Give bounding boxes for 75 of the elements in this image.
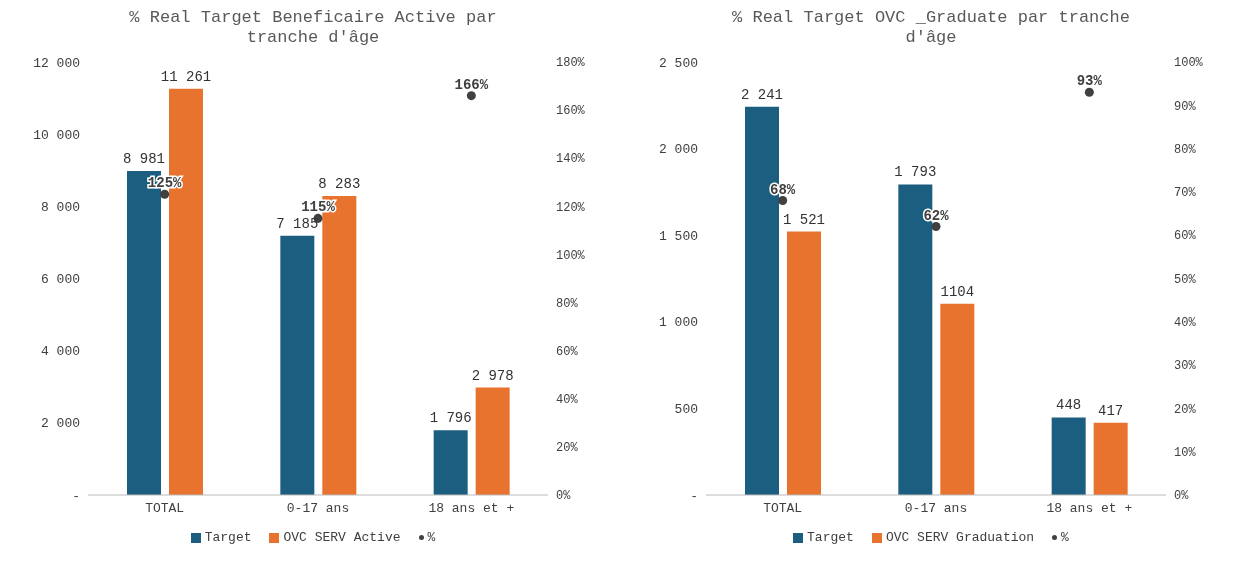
y2-tick-label: 30% xyxy=(1174,359,1197,374)
y2-tick-label: 0% xyxy=(556,489,572,504)
legend-label: % xyxy=(1061,530,1069,545)
data-label: 125% xyxy=(147,175,183,192)
y-tick-label: 8 000 xyxy=(40,199,80,215)
legend-label: OVC SERV Graduation xyxy=(885,530,1035,545)
data-label: 1 793 xyxy=(894,164,937,181)
y2-tick-label: 80% xyxy=(1174,142,1197,157)
data-label: 8 981 xyxy=(122,150,166,167)
y2-tick-label: 50% xyxy=(1174,272,1197,287)
data-label: 166% xyxy=(454,76,489,93)
x-tick-label: TOTAL xyxy=(145,501,185,517)
y2-tick-label: 60% xyxy=(556,344,579,359)
data-label: 1 521 xyxy=(782,211,826,228)
y-tick-label: - xyxy=(72,488,80,504)
bar xyxy=(787,231,821,495)
data-label: 448 xyxy=(1056,397,1082,414)
point xyxy=(1084,87,1094,97)
x-tick-label: 18 ans et + xyxy=(1046,501,1133,517)
bar xyxy=(1051,417,1086,495)
y-tick-label: 2 000 xyxy=(40,416,80,432)
data-label: 7 185 xyxy=(276,215,319,232)
y2-tick-label: 140% xyxy=(556,152,586,167)
y-tick-label: - xyxy=(690,488,698,504)
data-label: 11 261 xyxy=(160,68,212,85)
bar xyxy=(475,387,510,495)
y-tick-label: 2 000 xyxy=(658,142,698,158)
legend-label: Target xyxy=(807,530,854,545)
y2-tick-label: 160% xyxy=(556,104,586,119)
y2-tick-label: 70% xyxy=(1174,186,1197,201)
data-label: 93% xyxy=(1076,73,1103,90)
point xyxy=(466,91,476,101)
y2-tick-label: 100% xyxy=(1174,56,1204,71)
data-label: 8 283 xyxy=(318,176,361,193)
y-tick-label: 1 500 xyxy=(658,228,698,244)
legend-label: % xyxy=(427,530,436,545)
y2-tick-label: 180% xyxy=(556,56,586,71)
y-tick-label: 1 000 xyxy=(658,315,698,331)
y2-tick-label: 80% xyxy=(556,296,579,311)
y2-tick-label: 20% xyxy=(556,441,579,456)
y-tick-label: 12 000 xyxy=(33,55,80,71)
y2-tick-label: 100% xyxy=(556,248,586,263)
legend-label: Target xyxy=(204,530,252,545)
data-label: 2 241 xyxy=(740,86,784,103)
y2-tick-label: 20% xyxy=(1174,402,1197,417)
bar xyxy=(280,235,315,495)
legend-label: OVC SERV Active xyxy=(283,530,401,545)
y2-tick-label: 0% xyxy=(1174,489,1190,504)
x-tick-label: TOTAL xyxy=(763,501,803,517)
data-label: 417 xyxy=(1098,402,1124,419)
point xyxy=(778,196,788,206)
y-tick-label: 2 500 xyxy=(658,55,698,71)
y2-tick-label: 60% xyxy=(1174,229,1197,244)
y-tick-label: 500 xyxy=(674,402,698,418)
bar xyxy=(433,430,468,495)
x-tick-label: 0-17 ans xyxy=(286,501,350,517)
point xyxy=(160,189,170,199)
y2-tick-label: 10% xyxy=(1174,445,1197,460)
y-tick-label: 6 000 xyxy=(40,272,80,288)
data-label: 1 796 xyxy=(429,410,472,427)
bar xyxy=(1093,422,1128,495)
x-tick-label: 0-17 ans xyxy=(904,501,968,517)
y-tick-label: 10 000 xyxy=(33,127,80,143)
data-label: 2 978 xyxy=(471,367,514,384)
y2-tick-label: 120% xyxy=(556,200,586,215)
y-tick-label: 4 000 xyxy=(40,344,80,360)
data-label: 1104 xyxy=(940,283,975,300)
y2-tick-label: 40% xyxy=(556,393,579,408)
point xyxy=(931,222,941,232)
bar xyxy=(940,303,975,495)
chart-title: % Real Target Beneficaire Active par tranche d'âge xyxy=(128,8,498,49)
x-tick-label: 18 ans et + xyxy=(428,501,515,517)
y2-tick-label: 40% xyxy=(1174,316,1197,331)
y2-tick-label: 90% xyxy=(1174,99,1197,114)
chart-title: % Real Target OVC _Graduate par tranche d'âge xyxy=(731,8,1131,49)
